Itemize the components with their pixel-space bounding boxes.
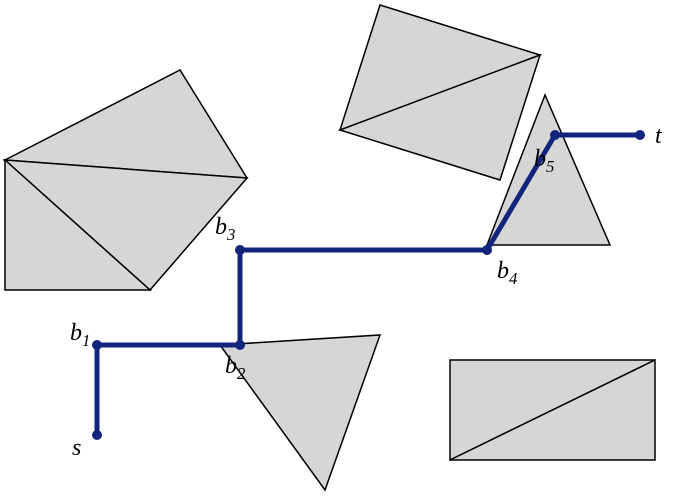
rectangle-right	[450, 360, 655, 460]
node-b5	[550, 130, 560, 140]
diagram-canvas: sb1b2b3b4b5t	[0, 0, 685, 501]
node-s	[92, 430, 102, 440]
node-b4	[482, 245, 492, 255]
node-b1	[92, 340, 102, 350]
label-s: s	[72, 435, 81, 461]
node-b3	[235, 245, 245, 255]
node-b2	[235, 340, 245, 350]
node-t	[635, 130, 645, 140]
